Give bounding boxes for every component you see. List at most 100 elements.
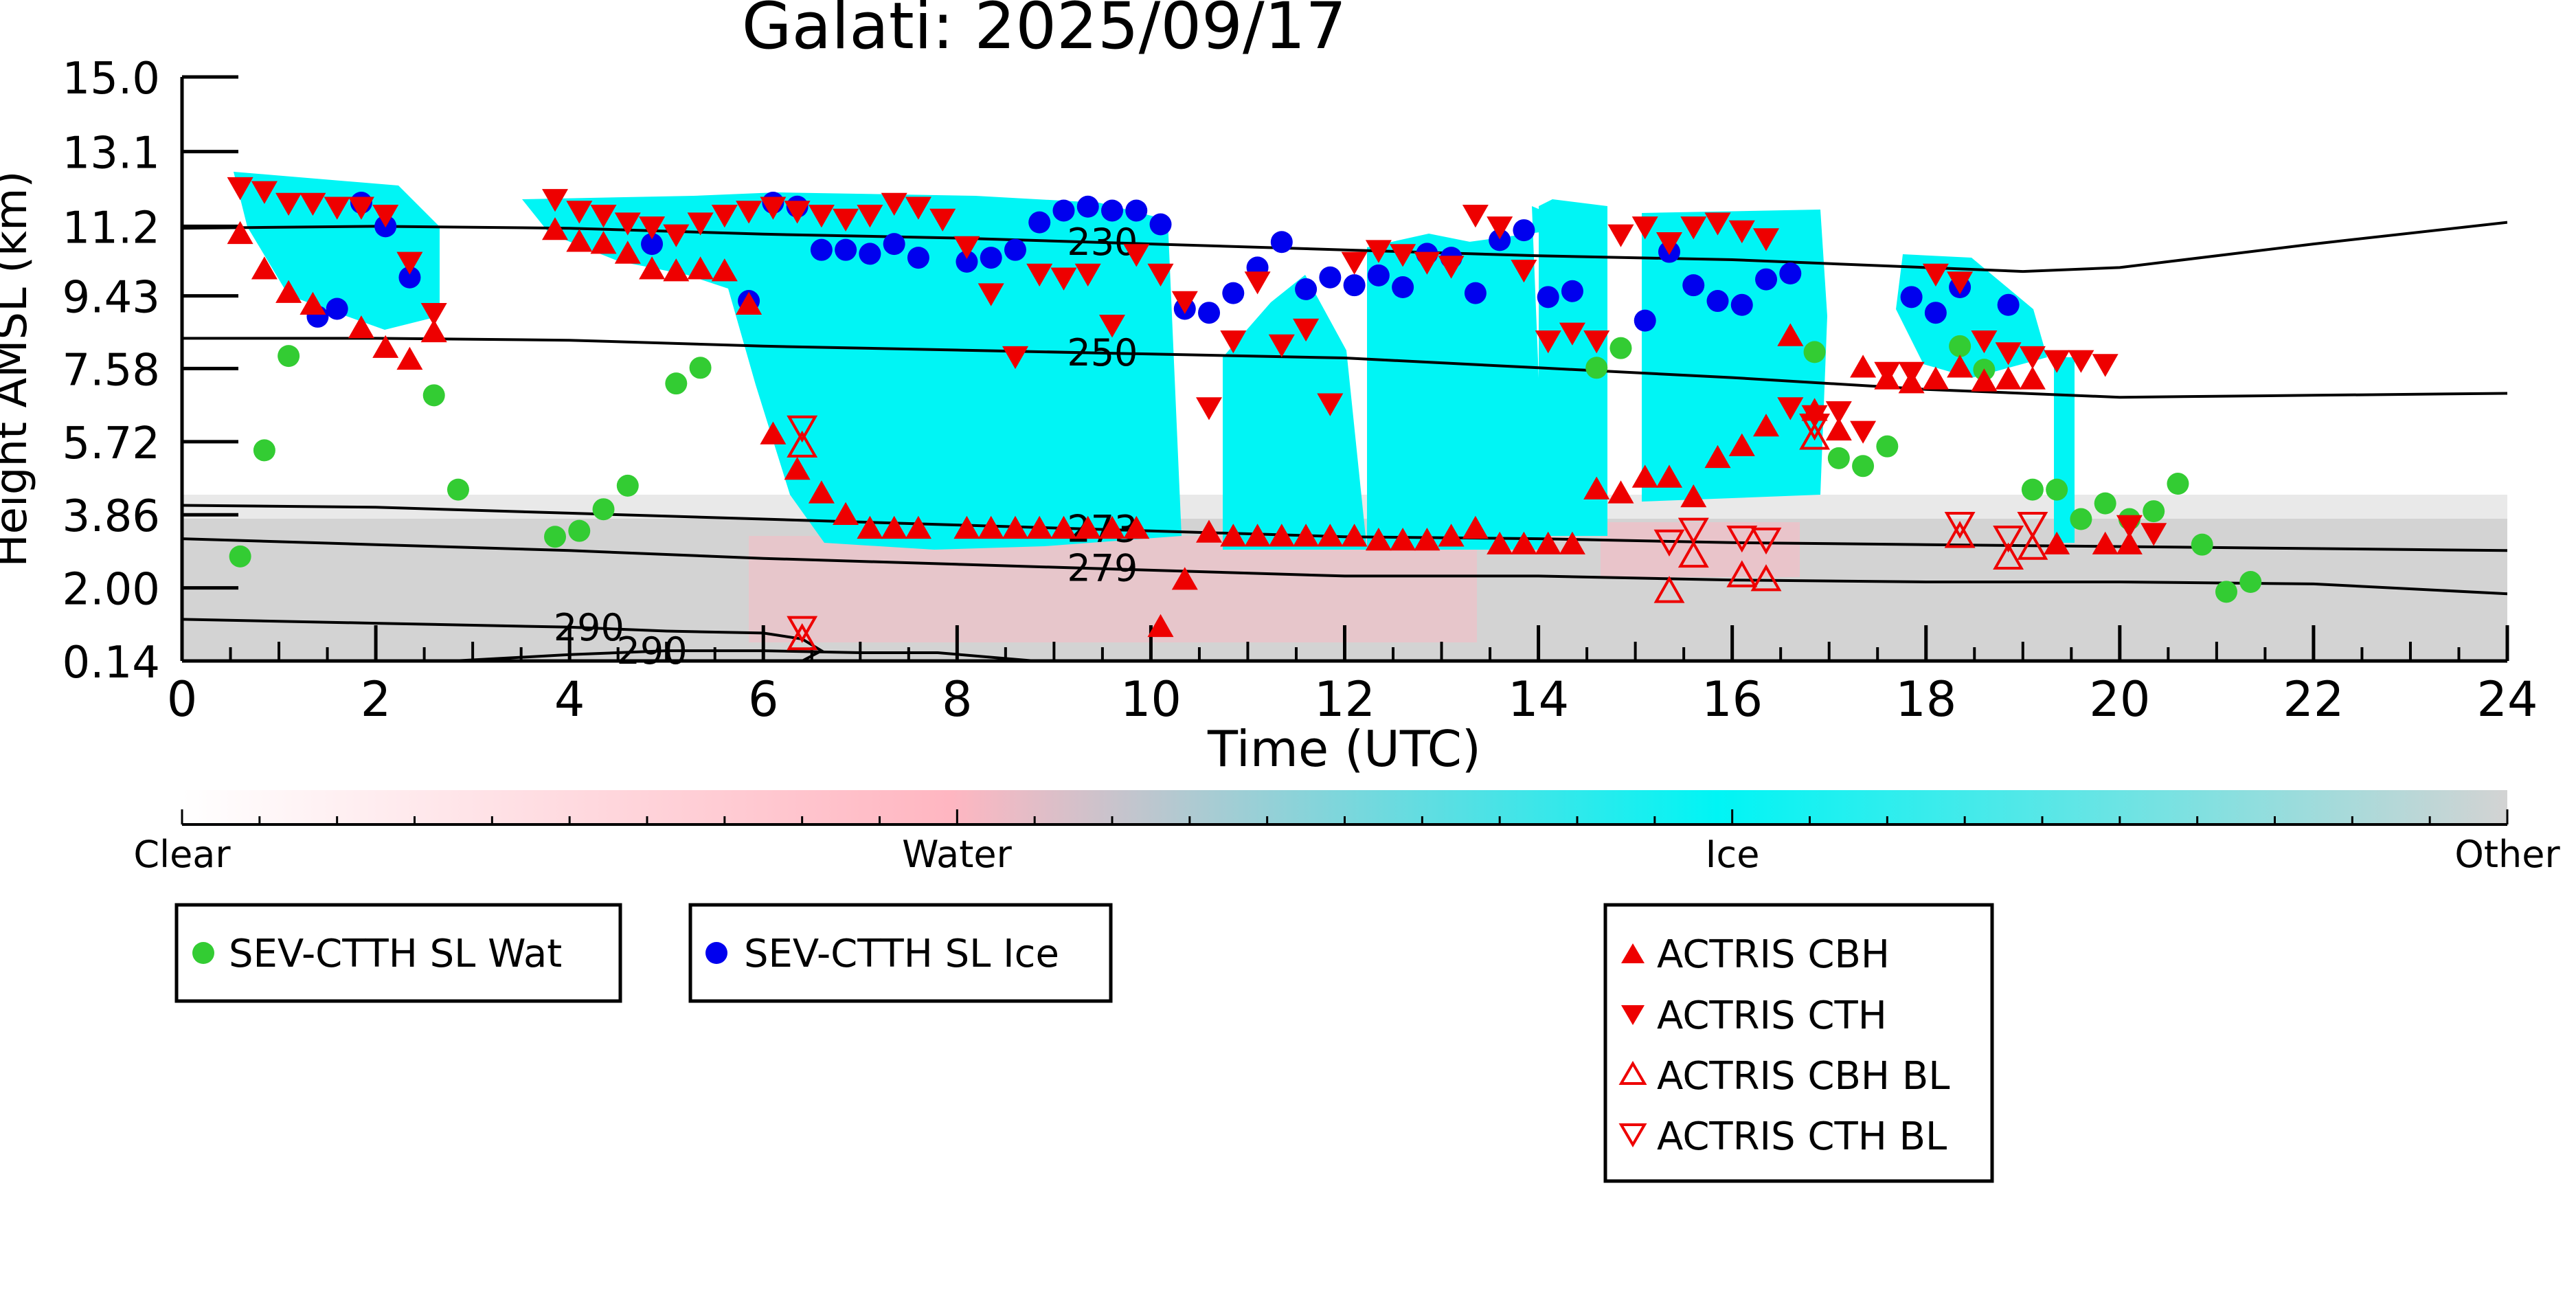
data-point bbox=[1656, 232, 1682, 256]
data-point bbox=[1561, 280, 1583, 302]
data-point bbox=[1706, 290, 1729, 313]
data-point bbox=[1462, 205, 1489, 228]
data-point bbox=[1803, 341, 1826, 363]
y-tick-label: 0.14 bbox=[63, 638, 161, 688]
x-tick-label: 2 bbox=[361, 671, 392, 728]
data-point bbox=[833, 502, 859, 525]
data-point bbox=[881, 515, 907, 539]
series-sev-ctth-sl-wat bbox=[229, 335, 2262, 603]
colorbar: Clear Water Ice Other bbox=[133, 790, 2560, 876]
data-point bbox=[2092, 531, 2119, 554]
data-point bbox=[1677, 540, 1709, 568]
isotherm-line bbox=[182, 221, 2507, 273]
data-point bbox=[420, 319, 447, 343]
data-point bbox=[956, 250, 978, 273]
legend-ice-frame bbox=[688, 903, 1113, 1003]
data-point bbox=[1653, 529, 1685, 557]
series-actris-cbh-bl bbox=[787, 423, 2048, 651]
data-point bbox=[2239, 571, 2262, 594]
data-point bbox=[1634, 309, 1656, 332]
data-point bbox=[1827, 447, 1850, 469]
data-point bbox=[1993, 542, 2024, 570]
legend-actris: ACTRIS CBH ACTRIS CTH ACTRIS CBH BL ACTR… bbox=[1603, 903, 1994, 1183]
data-point bbox=[590, 231, 617, 254]
isotherm-label: 290 bbox=[554, 606, 624, 649]
data-point bbox=[398, 266, 421, 289]
y-tick-label: 9.43 bbox=[63, 273, 161, 324]
data-point bbox=[857, 515, 883, 539]
data-point bbox=[229, 545, 251, 568]
legend-water-label: SEV-CTTH SL Wat bbox=[229, 932, 562, 976]
isotherm-line bbox=[182, 337, 2507, 399]
data-point bbox=[929, 208, 956, 232]
data-point bbox=[1414, 528, 1440, 551]
data-point bbox=[1922, 263, 1949, 287]
data-point bbox=[1004, 238, 1026, 261]
data-point bbox=[614, 212, 641, 236]
y-tick-label: 3.86 bbox=[63, 491, 161, 542]
isotherm-label: 279 bbox=[1067, 547, 1138, 590]
colorbar-label-ice: Ice bbox=[1706, 833, 1760, 876]
colorbar-label-other: Other bbox=[2454, 833, 2560, 876]
data-point bbox=[253, 439, 275, 462]
data-point bbox=[2116, 531, 2143, 554]
data-point bbox=[1680, 216, 1707, 240]
data-point bbox=[665, 372, 688, 395]
x-tick-label: 20 bbox=[2089, 671, 2150, 728]
data-point bbox=[592, 498, 615, 521]
data-point bbox=[1585, 357, 1608, 379]
data-point bbox=[1704, 212, 1731, 236]
data-point bbox=[420, 303, 447, 326]
isotherm-label: 273 bbox=[1067, 508, 1138, 551]
x-axis-label: Time (UTC) bbox=[1207, 720, 1481, 778]
legend-ice-label: SEV-CTTH SL Ice bbox=[744, 932, 1059, 976]
data-point bbox=[227, 221, 253, 245]
ice-cloud-3 bbox=[1223, 275, 1367, 550]
series-actris-cth-bl bbox=[787, 414, 2048, 643]
data-point bbox=[1099, 515, 1125, 539]
data-point bbox=[542, 189, 568, 212]
data-point bbox=[1799, 423, 1831, 450]
data-point bbox=[1850, 420, 1877, 444]
data-point bbox=[1583, 476, 1610, 499]
data-point bbox=[1559, 322, 1585, 346]
data-point bbox=[687, 212, 714, 236]
data-point bbox=[1074, 515, 1101, 539]
data-point bbox=[278, 345, 300, 368]
data-point bbox=[324, 197, 350, 220]
y-axis-label: Height AMSL (km) bbox=[0, 171, 37, 568]
data-point bbox=[1365, 528, 1392, 551]
x-tick-label: 10 bbox=[1120, 671, 1182, 728]
isotherm-line bbox=[182, 618, 824, 661]
data-point bbox=[2092, 354, 2119, 377]
data-point bbox=[568, 519, 591, 542]
data-point bbox=[1680, 484, 1707, 508]
data-point bbox=[808, 205, 835, 228]
legend-cbh-label: ACTRIS CBH bbox=[1657, 932, 1890, 977]
data-point bbox=[1317, 524, 1344, 547]
isotherm-label: 230 bbox=[1067, 221, 1138, 264]
data-point bbox=[1653, 576, 1685, 603]
data-point bbox=[2094, 492, 2116, 515]
data-point bbox=[711, 258, 738, 282]
data-point bbox=[883, 233, 905, 256]
data-point bbox=[787, 415, 818, 443]
data-point bbox=[348, 315, 374, 339]
data-point bbox=[1050, 515, 1077, 539]
data-point bbox=[1728, 433, 1755, 456]
data-point bbox=[1074, 263, 1101, 287]
data-point bbox=[1026, 515, 1053, 539]
x-tick-label: 24 bbox=[2476, 671, 2538, 728]
data-point bbox=[639, 216, 666, 240]
data-point bbox=[2044, 531, 2070, 554]
data-point bbox=[1414, 251, 1440, 275]
data-point bbox=[907, 247, 929, 269]
data-point bbox=[835, 238, 857, 261]
data-point bbox=[1462, 515, 1489, 539]
markers-layer bbox=[227, 177, 2262, 651]
legend-cth-bl-label: ACTRIS CTH BL bbox=[1657, 1114, 1947, 1159]
data-point bbox=[1438, 524, 1465, 547]
data-point bbox=[300, 291, 326, 315]
data-point bbox=[1487, 531, 1513, 554]
data-point bbox=[542, 217, 568, 240]
